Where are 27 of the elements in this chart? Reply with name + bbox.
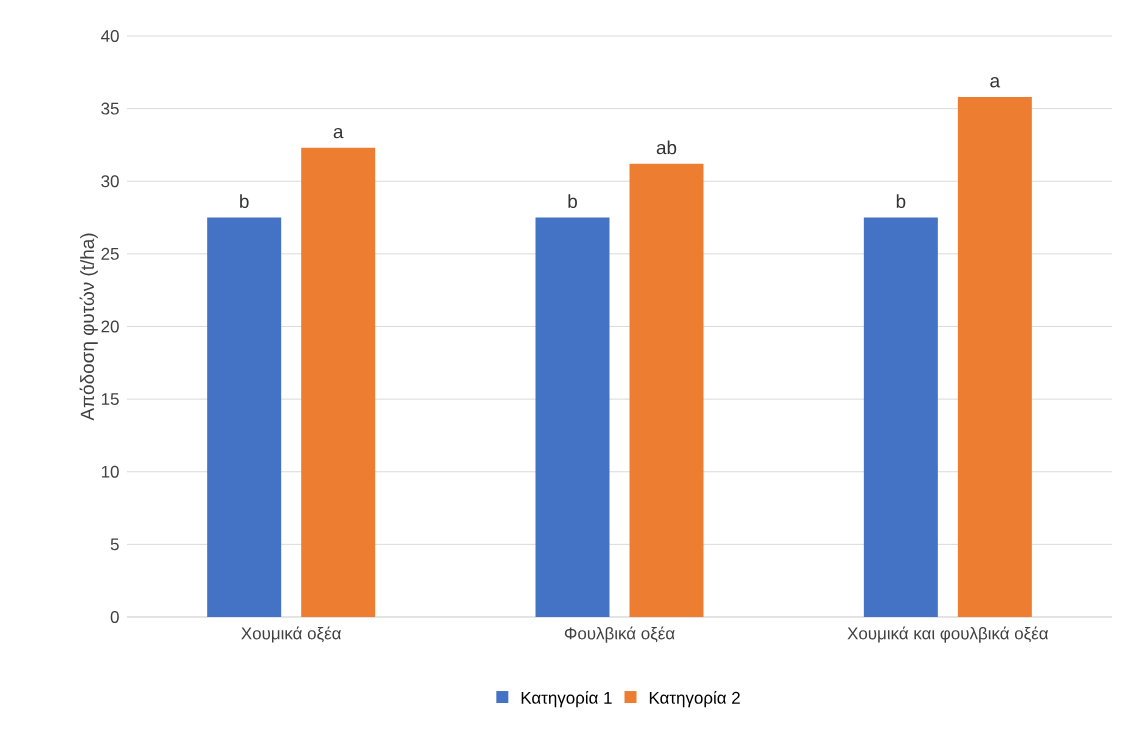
bar — [957, 97, 1032, 617]
y-tick-label: 10 — [101, 465, 119, 478]
data-label: b — [568, 194, 577, 209]
data-label: ab — [656, 140, 677, 155]
y-tick-label: 5 — [110, 538, 119, 551]
legend-label: Κατηγορία 1 — [521, 690, 612, 708]
bar — [535, 217, 610, 617]
data-label: b — [896, 194, 906, 209]
data-label: a — [333, 127, 344, 139]
x-tick-label: Φουλβικά οξέα — [564, 626, 675, 643]
y-tick-label: 25 — [101, 247, 119, 260]
bar — [301, 147, 376, 617]
y-tick-label: 20 — [101, 320, 119, 333]
x-tick-label: Χουμικά οξέα — [241, 626, 341, 643]
bar — [207, 217, 282, 617]
y-tick-label: 30 — [101, 175, 119, 188]
data-label: a — [990, 77, 1001, 88]
legend-label: Κατηγορία 2 — [649, 690, 740, 708]
bar — [629, 163, 704, 617]
y-tick-label: 15 — [101, 393, 119, 406]
bar — [863, 217, 938, 617]
y-tick-label: 0 — [110, 611, 119, 623]
x-tick-label: Χουμικά και φουλβικά οξέα — [847, 626, 1049, 643]
y-axis-title: Απόδοση φυτών (t/ha) — [79, 233, 98, 421]
y-tick-label: 35 — [101, 102, 119, 115]
y-tick-label: 40 — [101, 30, 119, 42]
data-label: b — [240, 194, 249, 209]
